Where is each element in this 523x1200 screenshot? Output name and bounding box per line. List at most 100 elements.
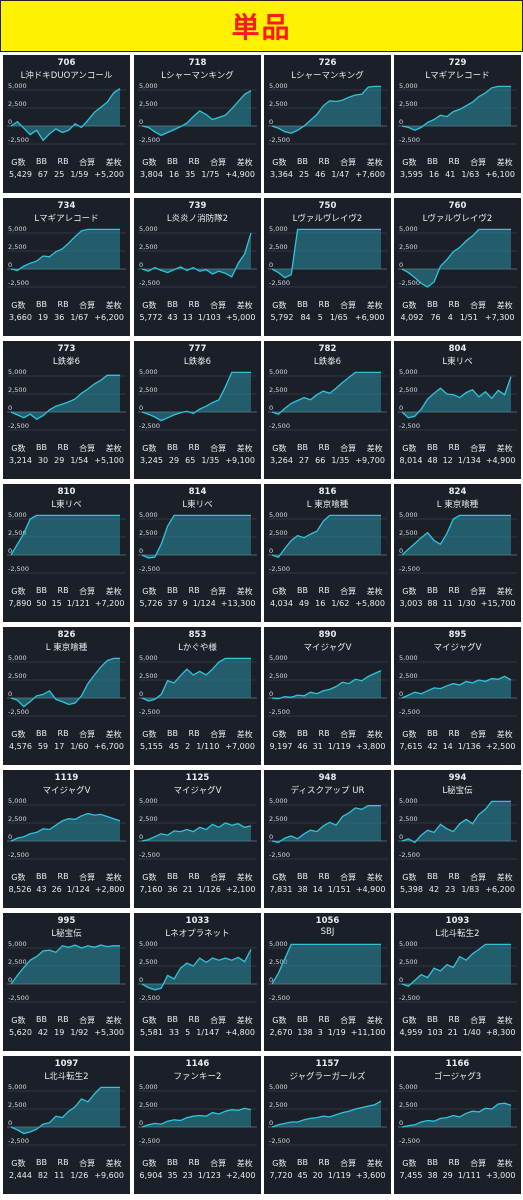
stats-header: G数	[272, 158, 287, 167]
machine-card[interactable]: 810 L東リベ 5,000 2,500 0 -2,500 G数 BB RB 合算 差枚 7,890 5…	[3, 484, 130, 622]
machine-card[interactable]: 826 L 東京喰種 5,000 2,500 0 -2,500 G数 BB RB 合算 差枚 4,57…	[3, 627, 130, 765]
stat-combined: 1/35	[201, 456, 220, 465]
machine-card[interactable]: 1093 L北斗転生2 5,000 2,500 0 -2,500 G数 BB RB 合算 差枚 4,9…	[394, 913, 521, 1051]
stat-bb: 42	[37, 1028, 49, 1037]
machine-card[interactable]: 994 L秘宝伝 5,000 2,500 0 -2,500 G数 BB RB 合算 差枚 5,398 4…	[394, 770, 521, 908]
machine-number: 782	[318, 344, 337, 354]
machine-card[interactable]: 804 L東リベ 5,000 2,500 0 -2,500 G数 BB RB 合算 差枚 8,014 4…	[394, 341, 521, 479]
axis-label-zero: 0	[399, 976, 403, 984]
machine-card[interactable]: 890 マイジャグV 5,000 2,500 0 -2,500 G数 BB RB 合算 差枚 9,19…	[264, 627, 391, 765]
stat-diff: +3,800	[355, 742, 386, 751]
machine-card[interactable]: 853 Lかぐや様 5,000 2,500 0 -2,500 G数 BB RB 合算 差枚 5,155…	[134, 627, 261, 765]
machine-card[interactable]: 773 L鉄拳6 5,000 2,500 0 -2,500 G数 BB RB 合算 差枚 3,214 3…	[3, 341, 130, 479]
machine-card[interactable]: 1056 SBJ 5,000 2,500 0 -2,500 G数 BB RB 合算 差枚 2,670 1…	[264, 913, 391, 1051]
stat-combined: 1/51	[459, 313, 478, 322]
stats-header-row: G数 BB RB 合算 差枚	[3, 872, 130, 883]
stats-value-row: 7,890 50 15 1/121 +7,200	[3, 599, 130, 608]
stats-value-row: 3,804 16 35 1/75 +4,900	[134, 170, 261, 179]
diff-chart: 5,000 2,500 0 -2,500	[7, 82, 126, 145]
machine-name: L東リベ	[51, 500, 82, 510]
machine-card[interactable]: 995 L秘宝伝 5,000 2,500 0 -2,500 G数 BB RB 合算 差枚 5,620 4…	[3, 913, 130, 1051]
diff-chart: 5,000 2,500 0 -2,500	[138, 368, 257, 431]
axis-label-zero: 0	[269, 261, 273, 269]
stats-header: G数	[402, 587, 417, 596]
stats-header-row: G数 BB RB 合算 差枚	[264, 729, 391, 740]
machine-card[interactable]: 726 Lシャーマンキング 5,000 2,500 0 -2,500 G数 BB RB 合算 差枚 3…	[264, 55, 391, 193]
stat-diff: +11,100	[350, 1028, 386, 1037]
stats-header: 差枚	[105, 730, 122, 739]
diff-line	[10, 88, 121, 142]
stats-header: G数	[11, 587, 26, 596]
machine-card[interactable]: 718 Lシャーマンキング 5,000 2,500 0 -2,500 G数 BB RB 合算 差枚 3…	[134, 55, 261, 193]
diff-area	[142, 823, 251, 841]
machine-card[interactable]: 1166 ゴージャグ3 5,000 2,500 0 -2,500 G数 BB RB 合算 差枚 7,4…	[394, 1056, 521, 1194]
stats-header-row: G数 BB RB 合算 差枚	[264, 157, 391, 168]
machine-name: L 東京喰種	[436, 500, 479, 510]
stat-bb: 42	[427, 742, 438, 751]
machine-card[interactable]: 739 L炎炎ノ消防隊2 5,000 2,500 0 -2,500 G数 BB RB 合算 差枚 5,…	[134, 198, 261, 336]
diff-chart: 5,000 2,500 0 -2,500	[398, 797, 517, 860]
stat-rb: 2	[185, 742, 191, 751]
machine-card[interactable]: 1097 L北斗転生2 5,000 2,500 0 -2,500 G数 BB RB 合算 差枚 2,4…	[3, 1056, 130, 1194]
axis-label-zero: 0	[399, 404, 403, 412]
machine-card[interactable]: 816 L 東京喰種 5,000 2,500 0 -2,500 G数 BB RB 合算 差枚 4,03…	[264, 484, 391, 622]
axis-label-top: 5,000	[139, 940, 158, 948]
stat-g: 2,670	[269, 1028, 293, 1037]
machine-card[interactable]: 895 マイジャグV 5,000 2,500 0 -2,500 G数 BB RB 合算 差枚 7,61…	[394, 627, 521, 765]
machine-card[interactable]: 706 L沖ドキDUOアンコール 5,000 2,500 0 -2,500 G数 BB RB 合算…	[3, 55, 130, 193]
machine-card[interactable]: 1125 マイジャグV 5,000 2,500 0 -2,500 G数 BB RB 合算 差枚 7,1…	[134, 770, 261, 908]
machine-card[interactable]: 734 Lマギアレコード 5,000 2,500 0 -2,500 G数 BB RB 合算 差枚 3,…	[3, 198, 130, 336]
stats-header: RB	[448, 729, 460, 738]
axis-label-bottom: -2,500	[8, 279, 29, 287]
diff-area	[272, 229, 381, 278]
machine-number: 948	[318, 773, 337, 783]
machine-card[interactable]: 777 L鉄拳6 5,000 2,500 0 -2,500 G数 BB RB 合算 差枚 3,245 2…	[134, 341, 261, 479]
stats-header: 合算	[210, 444, 227, 453]
stat-combined: 1/136	[457, 742, 481, 751]
stats-header: G数	[272, 587, 287, 596]
stats-header: 差枚	[105, 301, 122, 310]
stats-header: 合算	[470, 444, 487, 453]
axis-label-top: 5,000	[139, 511, 158, 519]
stat-rb: 12	[442, 456, 453, 465]
diff-line	[271, 228, 381, 279]
stat-bb: 25	[298, 170, 310, 179]
stat-combined: 1/47	[331, 170, 350, 179]
stat-combined: 1/26	[70, 1171, 89, 1180]
stat-rb: 17	[54, 742, 65, 751]
machine-card[interactable]: 1157 ジャグラーガールズ 5,000 2,500 0 -2,500 G数 BB RB 合算 差枚…	[264, 1056, 391, 1194]
stat-rb: 9	[182, 599, 188, 608]
stats-header: BB	[167, 1015, 178, 1024]
machine-card[interactable]: 760 Lヴァルヴレイヴ2 5,000 2,500 0 -2,500 G数 BB RB 合算 差枚 4…	[394, 198, 521, 336]
stats-header: RB	[57, 1015, 69, 1024]
stat-combined: 1/124	[192, 599, 216, 608]
machine-card[interactable]: 814 L東リベ 5,000 2,500 0 -2,500 G数 BB RB 合算 差枚 5,726 3…	[134, 484, 261, 622]
machine-card[interactable]: 824 L 東京喰種 5,000 2,500 0 -2,500 G数 BB RB 合算 差枚 3,00…	[394, 484, 521, 622]
stat-g: 3,214	[9, 456, 32, 465]
axis-label-mid: 2,500	[139, 672, 158, 680]
machine-card[interactable]: 1033 Lネオプラネット 5,000 2,500 0 -2,500 G数 BB RB 合算 差枚 5…	[134, 913, 261, 1051]
machine-card[interactable]: 782 L鉄拳6 5,000 2,500 0 -2,500 G数 BB RB 合算 差枚 3,264 2…	[264, 341, 391, 479]
diff-area	[11, 658, 120, 707]
machine-card[interactable]: 948 ディスクアップ UR 5,000 2,500 0 -2,500 G数 BB RB 合算 差枚…	[264, 770, 391, 908]
axis-label-zero: 0	[8, 118, 12, 126]
stats-header: 合算	[210, 587, 227, 596]
stat-rb: 14	[312, 885, 323, 894]
machine-card[interactable]: 729 Lマギアレコード 5,000 2,500 0 -2,500 G数 BB RB 合算 差枚 3,…	[394, 55, 521, 193]
stats-header: 合算	[210, 1159, 227, 1168]
axis-label-bottom: -2,500	[139, 1137, 160, 1145]
stats-header-row: G数 BB RB 合算 差枚	[394, 157, 521, 168]
axis-label-zero: 0	[139, 690, 143, 698]
machine-card[interactable]: 750 Lヴァルヴレイヴ2 5,000 2,500 0 -2,500 G数 BB RB 合算 差枚 5…	[264, 198, 391, 336]
stat-g: 5,772	[139, 313, 163, 322]
stat-g: 4,576	[9, 742, 32, 751]
axis-label-bottom: -2,500	[399, 1137, 420, 1145]
machine-card[interactable]: 1119 マイジャグV 5,000 2,500 0 -2,500 G数 BB RB 合算 差枚 8,5…	[3, 770, 130, 908]
stats-header: RB	[448, 586, 460, 595]
axis-label-bottom: -2,500	[8, 994, 29, 1002]
machine-name: Lマギアレコード	[34, 214, 99, 224]
axis-label-bottom: -2,500	[269, 422, 290, 430]
stats-header: RB	[57, 1158, 69, 1167]
stats-value-row: 5,772 43 13 1/103 +5,000	[134, 313, 261, 322]
machine-card[interactable]: 1146 ファンキー2 5,000 2,500 0 -2,500 G数 BB RB 合算 差枚 6,9…	[134, 1056, 261, 1194]
